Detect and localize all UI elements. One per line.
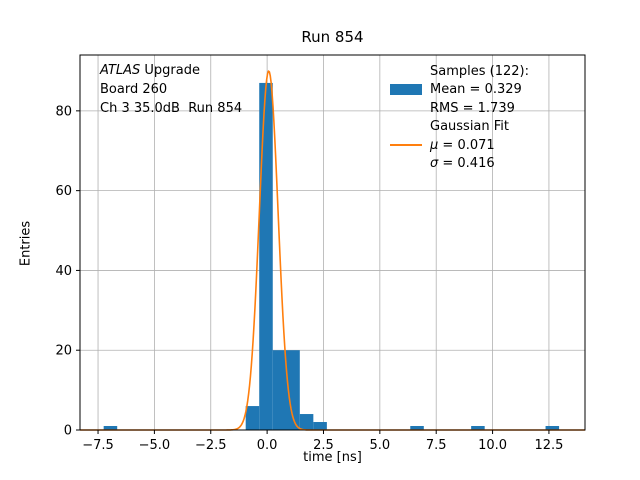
histogram-bar [545,426,560,430]
y-axis-label: Entries [18,220,34,267]
histogram-bar [471,426,485,430]
chart-title: Run 854 [301,28,364,46]
legend-row-sigma: σ = 0.416 [390,155,529,174]
x-tick-label: −5.0 [139,438,171,453]
histogram-bar [259,82,273,431]
legend-samples-header: Samples (122): [430,63,529,79]
histogram-bar [313,422,327,430]
legend-row-fit-header: Gaussian Fit [390,118,529,137]
legend-fit-handle [390,144,422,147]
x-tick-label: 5.0 [369,438,390,453]
histogram-bar [299,414,314,430]
legend-row-rms: RMS = 1.739 [390,99,529,118]
x-tick-label: 7.5 [426,438,447,453]
legend-sigma-value: = 0.416 [438,156,495,172]
x-tick-label: 10.0 [478,438,507,453]
y-tick-label: 20 [55,344,72,359]
annotation-upgrade: Upgrade [140,63,200,78]
y-tick-label: 60 [55,184,72,199]
legend-fit-line [390,144,422,147]
legend-row-mean: Mean = 0.329 [390,81,529,100]
y-tick-label: 0 [64,424,72,439]
x-axis-label: time [ns] [303,450,362,465]
legend-fit-header: Gaussian Fit [430,119,510,135]
x-tick-label: 0.0 [257,438,278,453]
legend-mu-symbol: μ [430,137,439,153]
axes-spines [79,54,586,431]
histogram-bar [410,426,424,430]
annotation-line2: Board 260 [100,82,168,97]
legend-hist-handle [390,84,422,96]
histogram-bar [103,426,118,430]
legend-rms: RMS = 1.739 [430,100,515,116]
legend-mu: μ = 0.071 [430,138,495,153]
x-tick-label: −2.5 [195,438,227,453]
legend-mean: Mean = 0.329 [430,82,522,98]
tick-labels: −7.5 −5.0 −2.5 0.0 2.5 5.0 7.5 10.0 12.5 0 20 40 60 8… [55,104,563,453]
legend-row-samples: Samples (122): [390,62,529,81]
legend-mu-value: = 0.071 [438,137,495,153]
x-tick-label: 2.5 [313,438,334,453]
legend: Samples (122): Mean = 0.329 RMS = 1.739 … [390,62,529,173]
legend-sigma: σ = 0.416 [430,156,495,171]
y-tick-label: 40 [55,264,72,279]
annotation-atlas: ATLAS [100,63,141,78]
legend-hist-swatch [390,84,422,96]
gridlines [80,55,585,431]
annotation-line1: ATLAS Upgrade [100,63,200,78]
histogram-bars [103,82,560,431]
histogram-bar [245,406,260,430]
annotation-box: ATLAS Upgrade Board 260 Ch 3 35.0dB Run 85… [100,61,242,118]
annotation-line3: Ch 3 35.0dB Run 854 [100,101,243,116]
x-tick-label: −7.5 [82,438,114,453]
legend-row-mu: μ = 0.071 [390,136,529,155]
legend-sigma-symbol: σ [430,156,439,172]
y-tick-label: 80 [55,104,72,119]
x-tick-label: 12.5 [534,438,563,453]
tick-marks [76,110,550,434]
